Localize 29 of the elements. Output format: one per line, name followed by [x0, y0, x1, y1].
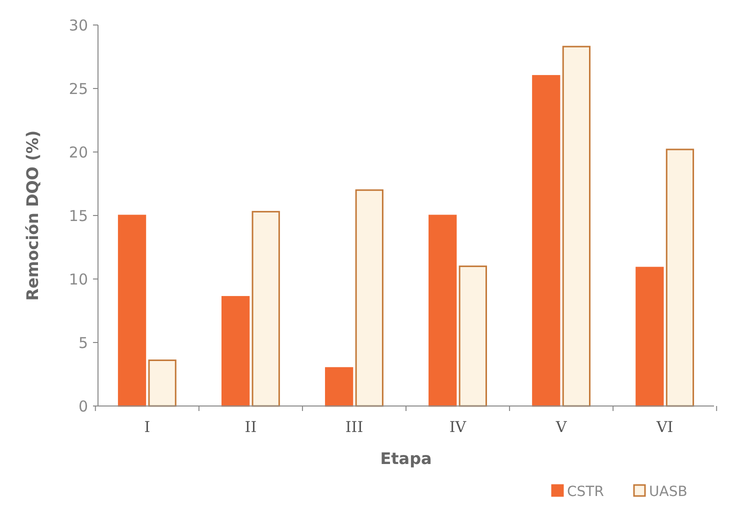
bar — [562, 46, 591, 407]
legend-label: UASB — [649, 484, 688, 500]
x-tick-label: I — [144, 418, 150, 436]
y-tick-label: 30 — [68, 16, 88, 34]
bar — [148, 360, 176, 407]
y-tick-label: 15 — [68, 206, 88, 225]
bar — [636, 266, 664, 407]
bar — [325, 367, 354, 407]
bar — [118, 214, 146, 407]
x-tick-label: II — [244, 418, 257, 436]
bar — [532, 75, 560, 407]
bar — [355, 189, 384, 407]
y-tick-label: 10 — [68, 270, 88, 288]
y-tick-label: 0 — [78, 397, 88, 416]
bar — [458, 266, 487, 407]
x-axis-title: Etapa — [380, 449, 432, 468]
x-tick-label: III — [345, 418, 364, 436]
x-tick-label: V — [554, 418, 568, 436]
y-axis-title: Remoción DQO (%) — [23, 130, 42, 301]
y-tick-label: 5 — [78, 334, 88, 352]
x-tick-label: VI — [655, 418, 674, 436]
x-tick-label: IV — [449, 418, 468, 436]
bar — [428, 214, 457, 407]
legend-label: CSTR — [567, 484, 604, 500]
bar — [221, 296, 250, 407]
bar — [252, 210, 280, 407]
bar — [666, 148, 694, 407]
y-tick-label: 20 — [68, 143, 88, 162]
y-tick-label: 25 — [68, 80, 88, 98]
